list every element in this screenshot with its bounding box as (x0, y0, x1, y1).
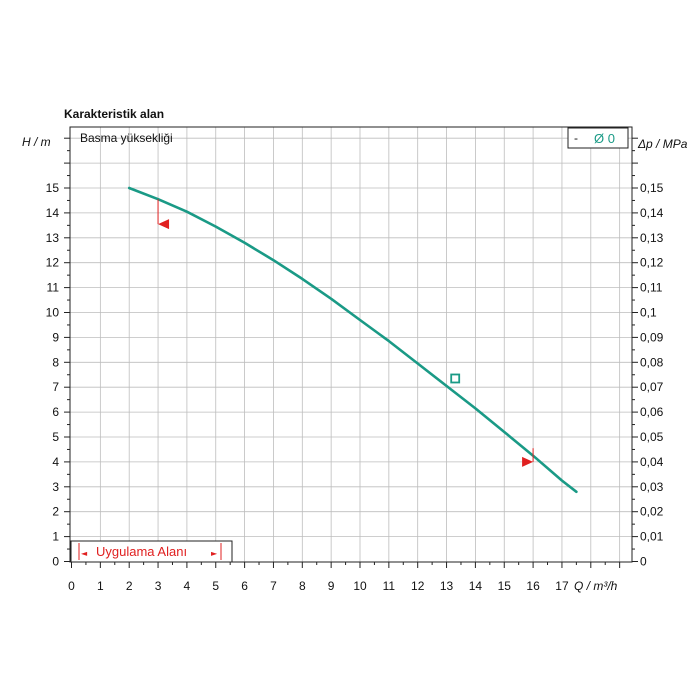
x-tick-label: 14 (469, 579, 483, 593)
chart-title: Karakteristik alan (64, 107, 164, 121)
y-axis-left-title: H / m (22, 135, 51, 149)
y2-tick-label: 0,09 (640, 330, 664, 344)
y-tick-label: 7 (52, 380, 59, 394)
y2-tick-label: 0,04 (640, 455, 664, 469)
y2-tick-label: 0,06 (640, 405, 664, 419)
y-tick-label: 11 (47, 281, 60, 295)
y2-tick-label: 0,11 (640, 281, 663, 295)
application-range-label: Uygulama Alanı (96, 544, 187, 559)
y-tick-label: 13 (46, 231, 60, 245)
x-tick-label: 1 (97, 579, 104, 593)
y2-tick-label: 0,15 (640, 181, 664, 195)
y2-tick-label: 0,01 (640, 530, 664, 544)
x-tick-label: 17 (555, 579, 569, 593)
y2-tick-label: 0,14 (640, 206, 664, 220)
y2-tick-label: 0 (640, 555, 647, 569)
application-range-arrow-right: ► (211, 549, 218, 558)
y-tick-label: 8 (52, 355, 59, 369)
limit-marker-min (158, 219, 170, 230)
x-tick-label: 11 (383, 579, 396, 593)
series-layer (127, 186, 578, 494)
application-range-frame (70, 540, 233, 563)
chart-subtitle: Basma yüksekliği (80, 131, 173, 145)
x-axis-title: Q / m³/h (574, 579, 618, 593)
x-tick-label: 7 (270, 579, 277, 593)
y-tick-label: 0 (52, 555, 59, 569)
y-tick-label: 15 (46, 181, 60, 195)
y-tick-label: 9 (52, 330, 59, 344)
application-range-arrow-left: ◄ (81, 549, 88, 558)
x-tick-label: 0 (68, 579, 75, 593)
series-line (127, 186, 578, 494)
x-tick-label: 10 (353, 579, 367, 593)
y-tick-label: 12 (46, 256, 60, 270)
y-tick-label: 14 (46, 206, 60, 220)
y-tick-label: 5 (52, 430, 59, 444)
y2-tick-label: 0,08 (640, 355, 664, 369)
legend-box (567, 127, 629, 149)
legend-dash: - (574, 131, 578, 145)
y-axis-right: 0 0,01 0,02 0,03 0,04 0,05 0,06 0,07 0,08 0,09 0,1… (632, 137, 664, 569)
x-tick-label: 8 (299, 579, 306, 593)
x-tick-label: 13 (440, 579, 454, 593)
x-tick-label: 6 (241, 579, 248, 593)
y2-tick-label: 0,05 (640, 430, 664, 444)
markers-layer (157, 199, 534, 467)
operating-point (450, 373, 461, 384)
y-tick-label: 4 (52, 455, 59, 469)
y2-tick-label: 0,12 (640, 256, 664, 270)
x-tick-label: 16 (526, 579, 540, 593)
x-tick-label: 5 (212, 579, 219, 593)
y2-tick-label: 0,07 (640, 380, 664, 394)
y-axis-right-title: Δp / MPa (637, 137, 688, 151)
y2-tick-label: 0,13 (640, 231, 664, 245)
x-tick-label: 4 (184, 579, 191, 593)
x-tick-label: 15 (498, 579, 512, 593)
x-tick-label: 2 (126, 579, 133, 593)
x-tick-label: 9 (328, 579, 335, 593)
legend-label: Ø 0 (594, 131, 615, 146)
y2-tick-label: 0,02 (640, 505, 664, 519)
y-tick-label: 1 (52, 530, 59, 544)
y2-tick-label: 0,03 (640, 480, 664, 494)
grid (70, 127, 632, 562)
x-axis: 0 1 2 3 4 5 6 7 8 9 10 11 12 13 14 15 16 17 (68, 562, 621, 593)
application-range-box: ◄ Uygulama Alanı ► (70, 540, 233, 563)
y-tick-label: 2 (52, 505, 59, 519)
y2-tick-label: 0,1 (640, 306, 657, 320)
legend: - Ø 0 (567, 127, 629, 149)
y-tick-label: 6 (52, 405, 59, 419)
y-tick-label: 10 (46, 306, 60, 320)
y-tick-label: 3 (52, 480, 59, 494)
x-tick-label: 12 (411, 579, 425, 593)
x-tick-label: 3 (155, 579, 162, 593)
limit-marker-max (522, 456, 534, 467)
plot-frame (69, 126, 633, 563)
